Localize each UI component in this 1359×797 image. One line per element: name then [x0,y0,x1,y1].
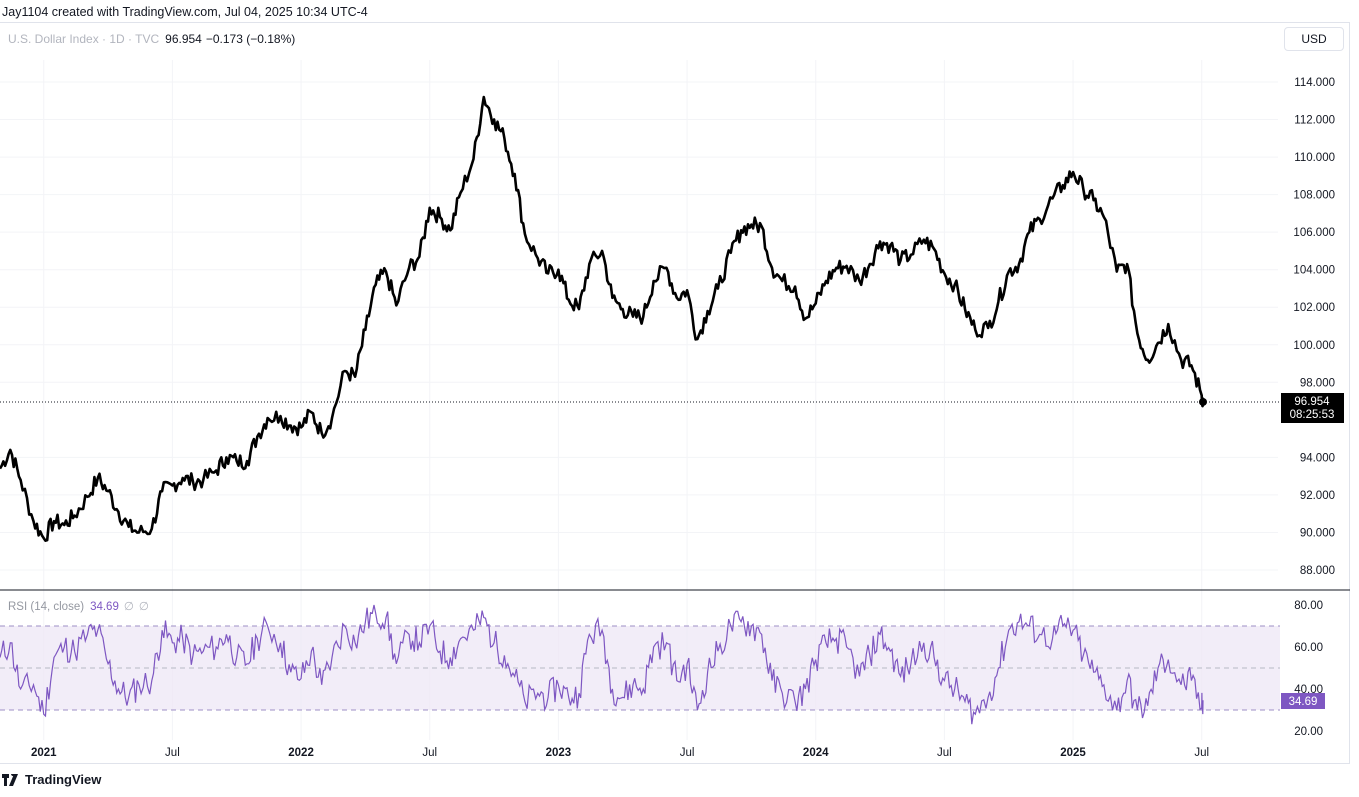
chart-frame [0,22,1350,764]
time-axis: 2021 Jul 2022 Jul 2023 Jul 2024 Jul 2025 Jul [31,747,1209,759]
rsi-label: 34.69 [1281,693,1325,709]
time-tick-label: 2021 [31,747,57,759]
time-tick-label: Jul [1194,747,1209,759]
price-label-countdown: 08:25:53 [1290,409,1335,421]
rsi-tick-label: 20.00 [1294,726,1323,738]
time-tick-label: Jul [680,747,695,759]
rsi-legend-value: 34.69 [90,601,119,613]
price-tick-label: 94.000 [1300,452,1335,464]
legend-change: −0.173 (−0.18%) [205,32,296,46]
time-tick-label: Jul [422,747,437,759]
tradingview-brand[interactable]: TradingView [2,771,102,787]
currency-button[interactable]: USD [1284,27,1344,51]
price-tick-label: 108.000 [1293,190,1335,202]
time-tick-label: Jul [937,747,952,759]
rsi-tick-label: 60.00 [1294,642,1323,654]
rsi-legend-na-2: ∅ [138,601,149,613]
price-tick-label: 98.000 [1300,377,1335,389]
price-tick-label: 102.000 [1293,302,1335,314]
rsi-legend-label: RSI (14, close) [8,601,85,613]
time-tick-label: 2025 [1060,747,1086,759]
price-tick-label: 104.000 [1293,265,1335,277]
price-series-line [0,95,1205,542]
price-tick-label: 110.000 [1294,152,1335,164]
chart-credit: Jay1104 created with TradingView.com, Ju… [2,5,368,19]
price-axis: 114.000 112.000 110.000 108.000 106.000 104.0… [1293,77,1335,577]
rsi-series-line [0,604,1204,725]
brand-name: TradingView [25,772,102,787]
rsi-label-box [1281,693,1325,709]
price-tick-label: 90.000 [1300,527,1335,539]
symbol-legend[interactable]: U.S. Dollar Index · 1D · TVC 96.954 −0.173… [8,32,295,46]
price-tick-label: 106.000 [1293,227,1335,239]
last-price-dot [1199,397,1207,406]
price-tick-label: 88.000 [1300,565,1335,577]
price-label: 96.954 08:25:53 [1281,393,1344,423]
rsi-tick-label: 80.00 [1294,600,1323,612]
tradingview-logo-icon [2,771,20,786]
price-label-value: 96.954 [1294,396,1330,408]
price-tick-label: 112.000 [1294,115,1335,127]
time-tick-label: 2024 [803,747,829,759]
time-tick-label: 2023 [546,747,572,759]
rsi-legend[interactable]: RSI (14, close) 34.69 ∅ ∅ [8,599,149,613]
legend-value: 96.954 [165,32,202,46]
legend-symbol: U.S. Dollar Index · 1D · TVC [8,32,160,46]
rsi-legend-na-1: ∅ [123,601,134,613]
rsi-label-value: 34.69 [1289,696,1318,708]
time-tick-label: Jul [165,747,180,759]
price-label-box [1281,393,1344,423]
price-tick-label: 114.000 [1294,77,1335,89]
time-tick-label: 2022 [288,747,314,759]
price-tick-label: 92.000 [1300,490,1335,502]
price-tick-label: 100.000 [1293,340,1335,352]
